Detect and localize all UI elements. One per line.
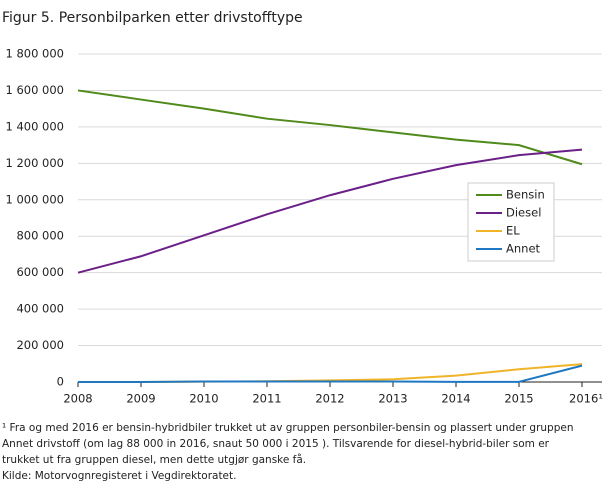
y-tick-label: 800 000 bbox=[16, 229, 64, 243]
x-tick-label: 2008 bbox=[63, 392, 92, 406]
y-tick-label: 200 000 bbox=[16, 338, 64, 352]
y-tick-label: 1 200 000 bbox=[5, 156, 64, 170]
legend-label: Bensin bbox=[506, 188, 545, 202]
legend-label: Diesel bbox=[506, 206, 541, 220]
y-tick-label: 400 000 bbox=[16, 302, 64, 316]
line-series bbox=[77, 89, 583, 166]
x-tick-label: 2010 bbox=[189, 392, 218, 406]
x-tick-label: 2016¹ bbox=[569, 392, 603, 406]
line-series bbox=[78, 363, 583, 383]
x-tick-label: 2013 bbox=[378, 392, 407, 406]
x-tick-label: 2011 bbox=[252, 392, 281, 406]
x-tick-label: 2015 bbox=[504, 392, 533, 406]
x-tick-label: 2009 bbox=[126, 392, 155, 406]
x-tick-label: 2014 bbox=[441, 392, 470, 406]
y-tick-label: 0 bbox=[57, 375, 64, 389]
footnote: trukket ut fra gruppen diesel, men dette… bbox=[2, 453, 306, 466]
footnote: ¹ Fra og med 2016 er bensin-hybridbiler … bbox=[2, 422, 574, 434]
footnote: Kilde: Motorvognregisteret i Vegdirektor… bbox=[2, 470, 236, 482]
y-tick-label: 600 000 bbox=[16, 265, 64, 279]
footnote: Annet drivstoff (om lag 88 000 in 2016, … bbox=[2, 438, 550, 450]
legend-label: EL bbox=[506, 224, 520, 238]
x-tick-label: 2012 bbox=[315, 392, 344, 406]
y-tick-label: 1 400 000 bbox=[5, 119, 64, 133]
y-tick-label: 1 800 000 bbox=[5, 47, 64, 61]
y-tick-label: 1 600 000 bbox=[5, 83, 64, 97]
chart-title: Figur 5. Personbilparken etter drivstoff… bbox=[2, 10, 303, 26]
legend-label: Annet bbox=[506, 242, 541, 256]
line-series bbox=[78, 364, 583, 383]
y-tick-label: 1 000 000 bbox=[5, 192, 64, 206]
line-series bbox=[77, 148, 583, 274]
